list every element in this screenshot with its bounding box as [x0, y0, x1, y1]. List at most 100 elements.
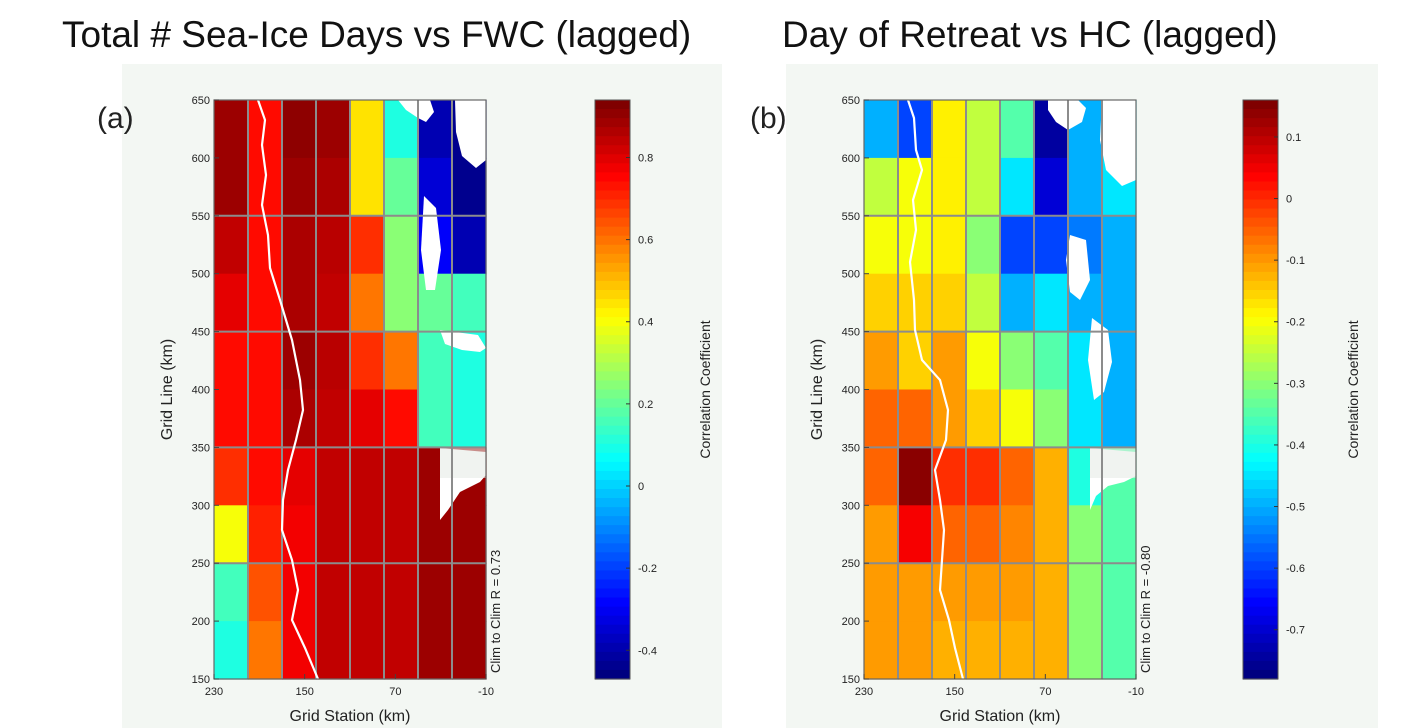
heatmap-cell-r9-c1 [248, 621, 283, 680]
heatmap-cell-r9-c3 [316, 621, 351, 680]
y-tick-label: 600 [192, 153, 210, 165]
colorbar-step [595, 543, 630, 553]
heatmap-cell-r9-c2 [282, 621, 317, 680]
no-data-region-b [1090, 448, 1136, 478]
heatmap-cell-r5-c6 [418, 390, 453, 449]
colorbar-step [595, 218, 630, 228]
colorbar-step [595, 344, 630, 354]
colorbar-step [595, 417, 630, 427]
heatmap-cell-r7-c4 [1000, 505, 1035, 564]
colorbar-step [1243, 579, 1278, 589]
colorbar-tick-label: 0.6 [638, 235, 653, 247]
colorbar-a: -0.4-0.200.20.40.60.8Correlation Coeffic… [595, 100, 713, 680]
colorbar-label: Correlation Coefficient [1345, 320, 1361, 458]
heatmap-cell-r9-c6 [418, 621, 453, 680]
x-tick-label: 230 [205, 686, 223, 698]
heatmap-cell-r3-c3 [966, 274, 1001, 333]
colorbar-step [1243, 534, 1278, 544]
heatmap-cell-r4-c3 [966, 332, 1001, 391]
x-tick-label: 70 [389, 686, 401, 698]
heatmap-cell-r1-c2 [282, 158, 317, 217]
heatmap-cell-r6-c5 [384, 447, 419, 506]
colorbar-step [1243, 607, 1278, 617]
heatmap-cell-r0-c1 [248, 100, 283, 159]
colorbar-step [1243, 489, 1278, 499]
heatmap-cell-r7-c1 [898, 505, 933, 564]
heatmap-cell-r8-c6 [418, 563, 453, 622]
heatmap-cell-r5-c1 [248, 390, 283, 449]
colorbar-step [1243, 652, 1278, 662]
colorbar-step [1243, 172, 1278, 182]
colorbar-step [595, 290, 630, 300]
heatmap-cell-r0-c4 [1000, 100, 1035, 159]
heatmap-cell-r7-c6 [1068, 505, 1103, 564]
heatmap-cell-r6-c5 [1034, 447, 1069, 506]
heatmap-cell-r4-c4 [350, 332, 385, 391]
heatmap-cell-r4-c5 [384, 332, 419, 391]
colorbar-tick-label: -0.2 [1286, 317, 1305, 329]
heatmap-cell-r6-c0 [214, 447, 249, 506]
heatmap-cell-r9-c1 [898, 621, 933, 680]
colorbar-step [595, 118, 630, 128]
colorbar-step [1243, 145, 1278, 155]
no-data-region-a [440, 448, 486, 478]
colorbar-step [595, 462, 630, 472]
heatmap-cell-r1-c1 [898, 158, 933, 217]
colorbar-step [595, 480, 630, 490]
heatmap-cell-r5-c2 [932, 390, 967, 449]
heatmap-cell-r2-c3 [316, 216, 351, 274]
colorbar-step [595, 444, 630, 454]
heatmap-cell-r0-c3 [316, 100, 351, 159]
heatmap-cell-r8-c0 [864, 563, 899, 622]
colorbar-step [595, 100, 630, 110]
y-tick-label: 450 [842, 327, 860, 339]
colorbar-step [595, 661, 630, 671]
colorbar-step [595, 145, 630, 155]
colorbar-step [595, 670, 630, 680]
heatmap-cell-r7-c0 [864, 505, 899, 564]
heatmap-cell-r5-c2 [282, 390, 317, 449]
heatmap-cell-r6-c3 [966, 447, 1001, 506]
heatmap-cell-r8-c5 [384, 563, 419, 622]
heatmap-cell-r1-c0 [214, 158, 249, 217]
colorbar-step [1243, 308, 1278, 318]
heatmap-cell-r1-c3 [966, 158, 1001, 217]
heatmap-cell-r2-c5 [384, 216, 419, 274]
colorbar-step [595, 380, 630, 390]
y-tick-label: 350 [192, 442, 210, 454]
colorbar-step [595, 390, 630, 400]
colorbar-step [1243, 552, 1278, 562]
x-tick-label: 230 [855, 686, 873, 698]
heatmap-cell-r2-c7 [1102, 216, 1137, 274]
heatmap-cell-r9-c6 [1068, 621, 1103, 680]
heatmap-cell-r7-c7 [1102, 505, 1137, 564]
colorbar-step [1243, 471, 1278, 481]
colorbar-step [595, 408, 630, 418]
heatmap-cell-r8-c2 [932, 563, 967, 622]
colorbar-step [1243, 543, 1278, 553]
colorbar-step [1243, 643, 1278, 653]
colorbar-step [595, 634, 630, 644]
heatmap-cell-r3-c4 [350, 274, 385, 333]
heatmap-cell-r5-c1 [898, 390, 933, 449]
colorbar-step [595, 371, 630, 381]
heatmap-cell-r4-c2 [932, 332, 967, 391]
colorbar-step [595, 245, 630, 255]
heatmap-cell-r2-c4 [1000, 216, 1035, 274]
colorbar-step [1243, 335, 1278, 345]
heatmap-cell-r4-c1 [898, 332, 933, 391]
colorbar-step [595, 489, 630, 499]
heatmap-cell-r7-c3 [316, 505, 351, 564]
colorbar-step [1243, 390, 1278, 400]
colorbar-step [1243, 209, 1278, 219]
heatmap-cell-r8-c3 [316, 563, 351, 622]
y-tick-label: 600 [842, 153, 860, 165]
colorbar-step [595, 598, 630, 608]
colorbar-step [1243, 625, 1278, 635]
heatmap-cell-r6-c3 [316, 447, 351, 506]
y-tick-label: 250 [842, 558, 860, 570]
heatmap-cell-r0-c2 [932, 100, 967, 159]
colorbar-step [1243, 399, 1278, 409]
colorbar-step [595, 308, 630, 318]
heatmap-cell-r7-c2 [282, 505, 317, 564]
